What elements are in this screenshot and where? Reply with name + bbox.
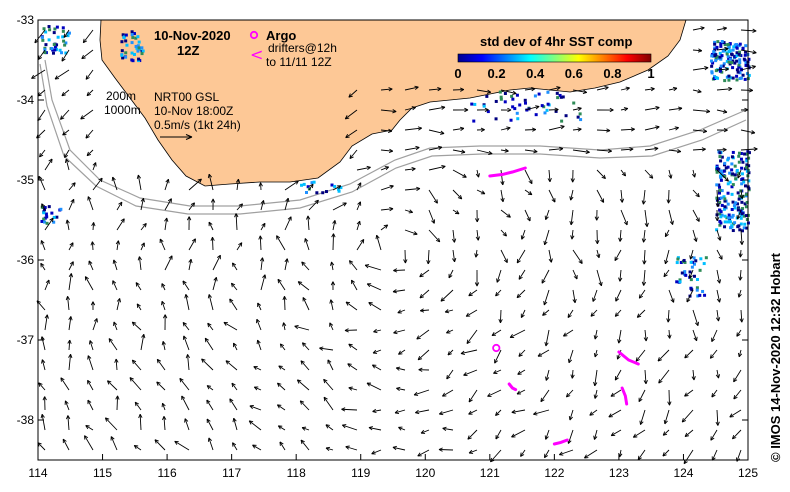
argo-float-marker [492,343,501,353]
plot-frame [37,19,749,461]
colorbar-title: std dev of 4hr SST comp [480,34,632,49]
x-tick-label: 115 [93,466,112,480]
argo-legend-icon [249,30,259,40]
isobath-200m [44,59,747,207]
x-tick-label: 116 [158,466,177,480]
drifter-track [617,350,640,366]
credit-label: © IMOS 14-Nov-2020 12:32 Hobart [768,252,783,462]
date-label: 10-Nov-2020 [154,28,231,43]
product-line2: 10-Nov 18:00Z [154,104,233,118]
time-label: 12Z [177,43,199,58]
drifters-legend-line1: drifters@12h [268,41,337,55]
colorbar-tick-label: 0.8 [603,66,621,81]
colorbar-ticks: 0 0.2 0.4 0.6 0.8 1 [454,66,654,81]
drifter-track [552,438,569,446]
drifters-legend-line2: to 11/11 12Z [266,55,332,69]
colorbar [457,53,652,63]
y-tick-label: -34 [17,93,35,107]
colorbar-tick-label: 1 [647,66,654,81]
drifter-legend-icon: < [250,45,263,64]
colorbar-tick-label: 0.4 [526,66,545,81]
x-tick-label: 124 [673,466,693,480]
isobath-1000-label: 1000m [104,103,141,117]
isobath-1000m [39,63,747,215]
x-tick-label: 118 [287,466,306,480]
y-tick-label: -38 [17,413,35,427]
sst-std-patches [40,25,751,298]
y-tick-label: -33 [17,13,35,27]
x-tick-label: 114 [28,466,47,480]
x-tick-label: 119 [351,466,370,480]
x-tick-label: 120 [415,466,435,480]
argo-legend-label: Argo [266,28,296,43]
isobath-200-label: 200m [106,89,136,103]
x-tick-label: 117 [222,466,241,480]
colorbar-tick-label: 0 [454,66,461,81]
y-tick-label: -37 [17,333,35,347]
scale-label: 0.5m/s (1kt 24h) [154,118,241,132]
product-line1: NRT00 GSL [154,90,219,104]
y-axis: -33 -34 -35 -36 -37 -38 [17,13,748,427]
x-tick-label: 121 [480,466,500,480]
colorbar-tick-label: 0.2 [488,66,506,81]
y-tick-label: -36 [17,253,35,267]
y-tick-label: -35 [17,173,35,187]
colorbar-tick-label: 0.6 [565,66,583,81]
drifter-track [620,386,629,406]
x-axis: 114 115 116 117 118 119 120 121 122 123 124 125 [28,454,758,480]
x-tick-label: 122 [544,466,564,480]
scale-arrow [160,134,193,140]
x-tick-label: 123 [609,466,629,480]
drifter-track [507,382,518,392]
drifter-track [488,166,527,178]
x-tick-label: 125 [738,466,758,480]
drifter-tracks [488,166,640,446]
